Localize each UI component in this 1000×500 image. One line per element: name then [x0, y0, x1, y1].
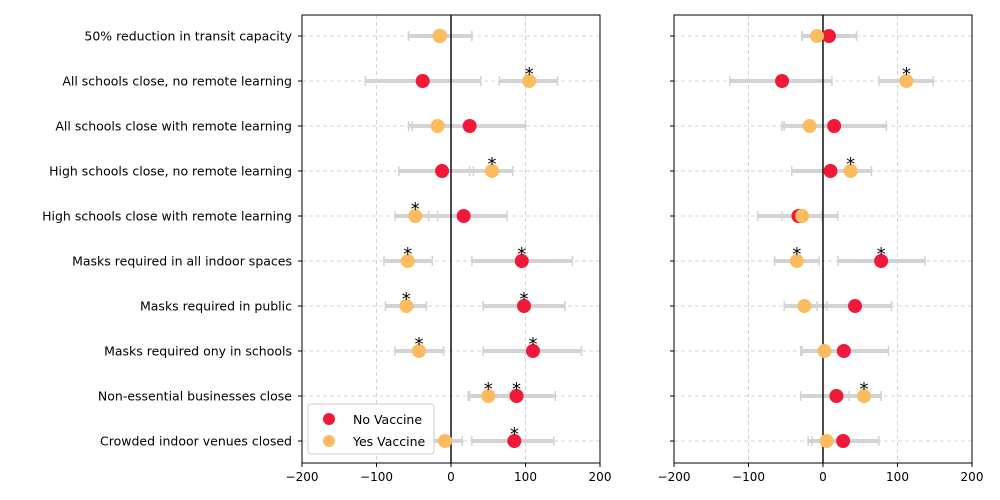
category-label: All schools close with remote learning: [55, 119, 292, 134]
significance-marker: *: [517, 244, 526, 265]
yes-vaccine-point: [400, 254, 415, 268]
legend-marker-no-vaccine: [323, 413, 335, 425]
no-vaccine-point: [827, 119, 842, 133]
no-vaccine-point: [435, 164, 450, 178]
significance-layer: * * * * * * * * * * * * * * * * *: [402, 64, 911, 445]
label-layer: −200 −100 0 100 200 50% reduction in transit …: [42, 29, 983, 485]
legend-marker-yes-vaccine: [323, 435, 335, 447]
yes-vaccine-point: [789, 254, 804, 268]
yes-vaccine-point: [899, 74, 914, 88]
no-vaccine-point: [462, 119, 477, 133]
significance-marker: *: [877, 244, 886, 265]
significance-marker: *: [520, 289, 529, 310]
no-vaccine-point: [456, 209, 471, 223]
significance-marker: *: [528, 334, 537, 355]
significance-marker: *: [846, 154, 855, 175]
yes-vaccine-point: [797, 299, 812, 313]
no-vaccine-point: [848, 299, 863, 313]
significance-marker: *: [525, 64, 534, 85]
x-tick-label: 0: [819, 470, 827, 484]
yes-vaccine-point: [408, 209, 423, 223]
yes-vaccine-point: [843, 164, 858, 178]
significance-marker: *: [902, 64, 911, 85]
category-label: High schools close, no remote learning: [49, 164, 292, 179]
no-vaccine-point: [823, 164, 838, 178]
significance-marker: *: [792, 244, 801, 265]
category-label: High schools close with remote learning: [42, 209, 292, 224]
category-label: Non-essential businesses close: [98, 389, 292, 404]
zero-line-layer: [450, 15, 824, 463]
yes-vaccine-point: [411, 344, 426, 358]
legend-label-yes-vaccine: Yes Vaccine: [352, 434, 426, 449]
no-vaccine-point: [821, 29, 836, 43]
x-tick-label: 100: [514, 470, 537, 484]
yes-vaccine-point: [817, 344, 832, 358]
significance-marker: *: [510, 424, 519, 445]
yes-vaccine-point: [399, 299, 414, 313]
legend-box: [307, 403, 435, 455]
significance-marker: *: [402, 289, 411, 310]
x-tick-label: 200: [961, 470, 984, 484]
category-label: Masks required in all indoor spaces: [72, 254, 292, 269]
no-vaccine-point: [829, 389, 844, 403]
significance-marker: *: [414, 334, 423, 355]
category-label: Masks required in public: [140, 299, 292, 314]
no-vaccine-point: [507, 434, 522, 448]
no-vaccine-point: [874, 254, 889, 268]
axes-frame: [673, 14, 973, 464]
significance-marker: *: [512, 379, 521, 400]
yes-vaccine-point: [430, 119, 445, 133]
yes-vaccine-point: [484, 164, 499, 178]
yes-vaccine-point: [810, 29, 825, 43]
no-vaccine-point: [509, 389, 524, 403]
no-vaccine-point: [775, 74, 790, 88]
x-tick-label: −200: [658, 470, 691, 484]
significance-marker: *: [484, 379, 493, 400]
significance-marker: *: [487, 154, 496, 175]
yes-vaccine-point: [481, 389, 496, 403]
x-tick-label: 100: [886, 470, 909, 484]
no-vaccine-point: [517, 299, 532, 313]
yes-vaccine-point: [522, 74, 537, 88]
yes-vaccine-point: [856, 389, 871, 403]
x-tick-label: −200: [286, 470, 319, 484]
axes-frame: [301, 14, 601, 464]
category-label: 50% reduction in transit capacity: [84, 29, 292, 44]
legend: No Vaccine Yes Vaccine: [307, 403, 435, 455]
x-tick-label: −100: [360, 470, 393, 484]
no-vaccine-point: [415, 74, 430, 88]
yes-vaccine-point: [795, 209, 810, 223]
no-vaccine-point: [836, 434, 851, 448]
significance-marker: *: [403, 244, 412, 265]
category-label: Masks required ony in schools: [104, 344, 292, 359]
no-vaccine-point: [514, 254, 529, 268]
yes-vaccine-point: [802, 119, 817, 133]
yes-vaccine-point: [438, 434, 453, 448]
yes-vaccine-point: [432, 29, 447, 43]
point-layer: [399, 29, 914, 448]
significance-marker: *: [859, 379, 868, 400]
significance-marker: *: [411, 199, 420, 220]
x-tick-label: −100: [732, 470, 765, 484]
no-vaccine-point: [525, 344, 540, 358]
category-label: All schools close, no remote learning: [62, 74, 292, 89]
legend-label-no-vaccine: No Vaccine: [353, 412, 422, 427]
axes-frame-layer: [298, 14, 973, 467]
category-label: Crowded indoor venues closed: [100, 434, 292, 449]
x-tick-label: 200: [589, 470, 612, 484]
no-vaccine-point: [836, 344, 851, 358]
yes-vaccine-point: [819, 434, 834, 448]
x-tick-label: 0: [447, 470, 455, 484]
